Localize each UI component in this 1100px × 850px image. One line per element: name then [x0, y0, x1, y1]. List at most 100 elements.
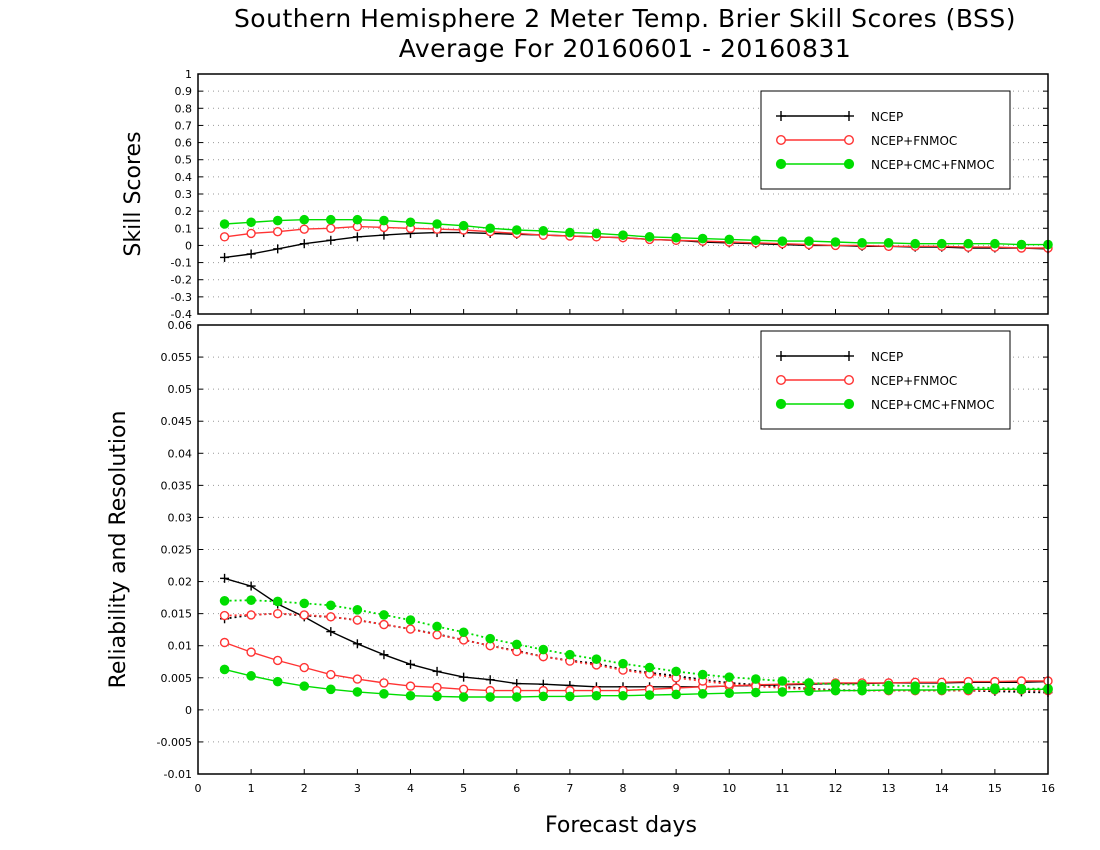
legend-marker: [844, 351, 854, 361]
data-point: [830, 237, 841, 247]
legend-marker: [844, 134, 855, 145]
data-point: [671, 232, 681, 243]
y-axis-label: Reliability and Resolution: [106, 411, 131, 689]
data-point: [963, 682, 974, 693]
legend-entry-ncep-fnmoc: NCEP+FNMOC: [776, 374, 957, 388]
data-point: [1016, 239, 1027, 250]
legend-marker: [776, 134, 787, 145]
series-ncep-cmc-fnmoc-dotted: [219, 595, 1053, 694]
y-tick-label: 0.06: [168, 319, 193, 332]
x-tick-label: 11: [775, 782, 789, 795]
y-tick-label: 0: [185, 239, 192, 252]
data-point: [246, 610, 256, 620]
data-point: [804, 678, 814, 688]
data-point: [751, 687, 761, 698]
legend-entry-ncep: NCEP: [776, 350, 903, 364]
data-point: [777, 676, 788, 686]
legend-label: NCEP+FNMOC: [871, 374, 957, 388]
x-axis-label: Forecast days: [545, 813, 697, 838]
x-tick-label: 14: [935, 782, 949, 795]
x-tick-label: 10: [722, 782, 736, 795]
series-ncep: [220, 573, 1053, 692]
plot-frame: [197, 73, 1049, 315]
y-tick-label: 0.4: [175, 171, 193, 184]
data-point: [724, 688, 735, 698]
data-point: [591, 690, 602, 701]
legend-entry-ncep: NCEP: [776, 110, 903, 124]
y-tick-label: 0.8: [175, 102, 193, 115]
data-point: [458, 635, 469, 645]
x-tick-label: 2: [301, 782, 308, 795]
data-point: [272, 596, 283, 607]
legend-marker: [844, 111, 854, 121]
data-point: [857, 238, 867, 248]
data-point: [272, 608, 283, 619]
chart-title-line-1: Southern Hemisphere 2 Meter Temp. Brier …: [233, 4, 1017, 33]
data-point: [246, 671, 256, 681]
x-tick-label: 15: [988, 782, 1002, 795]
data-point: [272, 215, 283, 226]
y-tick-label: 0.05: [168, 383, 193, 396]
data-point: [538, 644, 549, 655]
data-point: [565, 691, 575, 702]
chart-title-line-2: Average For 20160601 - 20160831: [398, 34, 852, 63]
data-point: [485, 675, 495, 685]
x-tick-label: 3: [354, 782, 361, 795]
data-point: [352, 615, 363, 625]
y-tick-label: -0.01: [164, 768, 192, 781]
x-tick-label: 8: [620, 782, 627, 795]
data-point: [326, 612, 336, 622]
legend-marker: [843, 158, 855, 170]
data-point: [485, 692, 495, 702]
data-point: [910, 238, 920, 249]
legend-marker: [844, 375, 855, 386]
series-line: [224, 225, 1048, 249]
data-point: [857, 680, 867, 690]
y-tick-label: 0.2: [175, 205, 193, 218]
data-point: [432, 621, 442, 632]
data-point: [990, 238, 1000, 249]
data-point: [804, 686, 814, 697]
legend-entry-ncep-cmc-fnmoc: NCEP+CMC+FNMOC: [775, 158, 994, 172]
data-point: [272, 655, 283, 666]
y-tick-label: 0.035: [161, 479, 193, 492]
data-point: [644, 232, 655, 242]
data-point: [432, 682, 442, 693]
x-tick-label: 5: [460, 782, 467, 795]
y-tick-label: 0.7: [175, 119, 193, 132]
data-point: [405, 615, 416, 625]
legend-marker: [843, 398, 855, 410]
data-point: [379, 610, 389, 620]
data-point: [458, 627, 469, 638]
x-tick-label: 13: [882, 782, 896, 795]
y-tick-label: 0.6: [175, 137, 193, 150]
data-point: [326, 235, 336, 245]
data-point: [299, 224, 309, 234]
series-line: [224, 612, 1049, 692]
data-point: [936, 238, 947, 249]
data-point: [405, 217, 416, 228]
data-point: [618, 690, 628, 701]
data-point: [219, 610, 230, 621]
data-point: [432, 219, 442, 229]
data-point: [299, 214, 310, 225]
data-point: [405, 681, 416, 691]
data-point: [485, 223, 495, 234]
data-point: [326, 684, 336, 695]
data-point: [246, 595, 256, 605]
x-tick-label: 0: [195, 782, 202, 795]
data-point: [220, 573, 230, 583]
data-point: [379, 678, 389, 688]
data-point: [379, 230, 389, 240]
y-tick-label: 1: [185, 68, 192, 81]
y-tick-label: 0.03: [168, 511, 193, 524]
series-line: [224, 218, 1048, 246]
data-point: [990, 683, 1000, 693]
y-tick-label: 0: [185, 704, 192, 717]
data-point: [777, 236, 788, 246]
y-tick-label: 0.025: [161, 544, 193, 557]
data-point: [591, 228, 602, 239]
series-line: [224, 612, 1049, 694]
data-point: [432, 630, 442, 640]
y-tick-label: 0.04: [168, 447, 193, 460]
